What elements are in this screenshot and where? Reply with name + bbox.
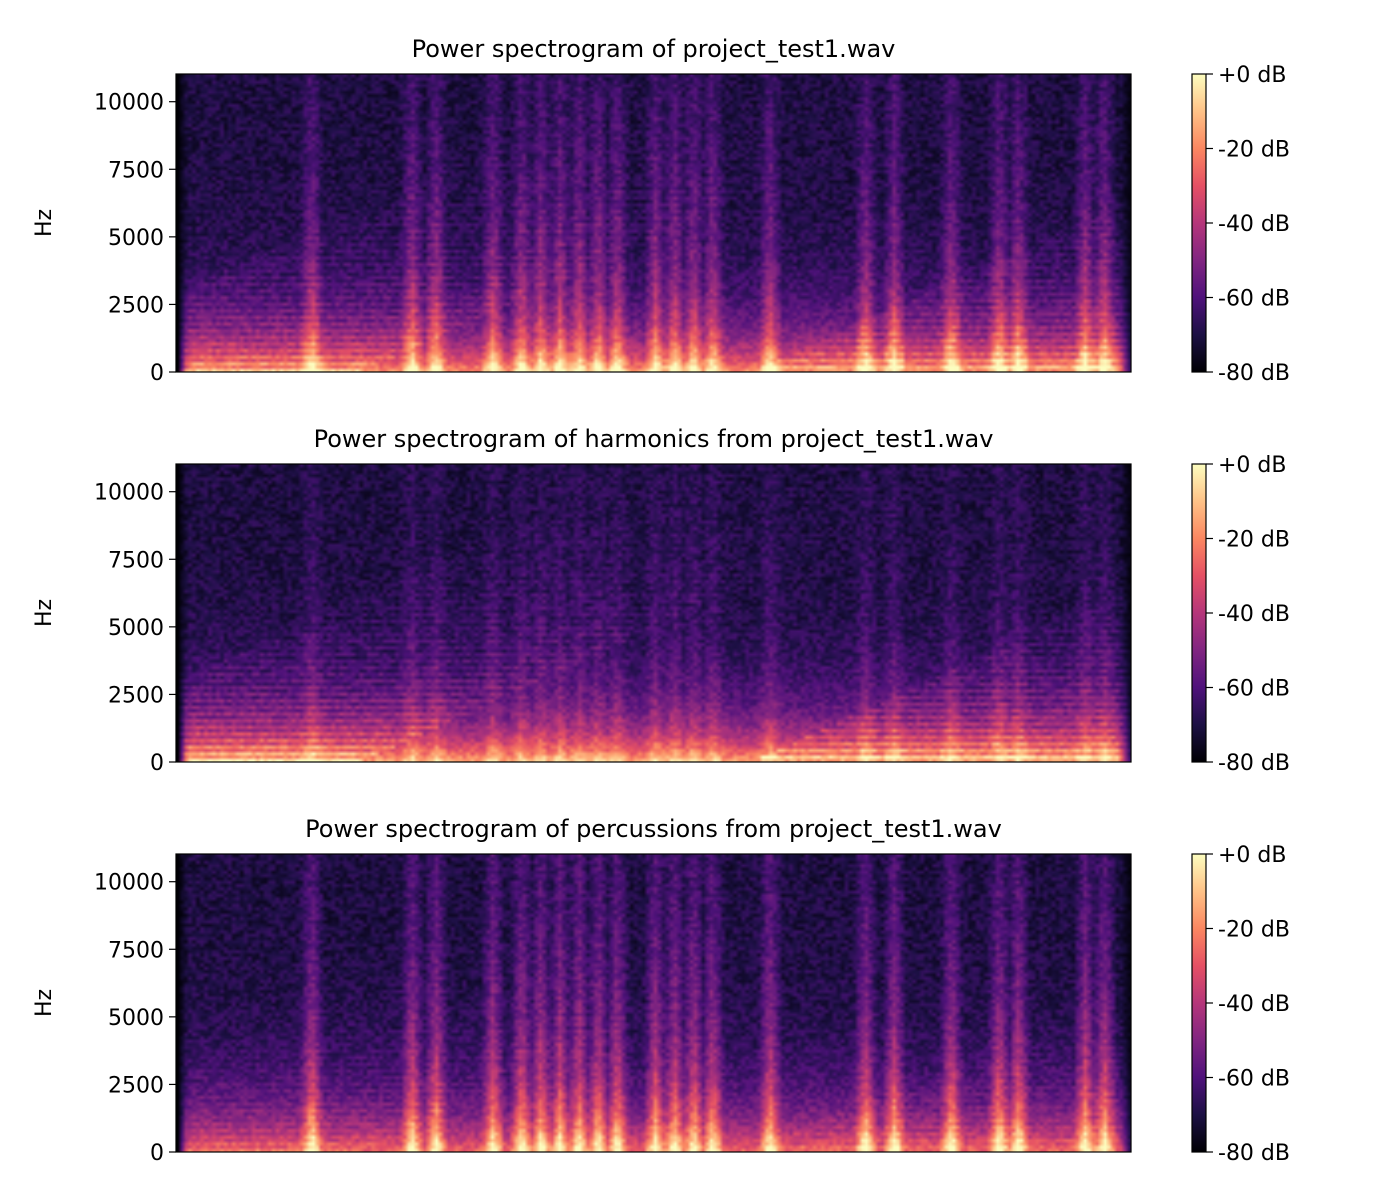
y-tick-label: 10000 [94,91,164,116]
spectrogram-panel-2: Power spectrogram of harmonics from proj… [32,425,1290,776]
spectrogram-heatmap [176,74,1131,372]
y-tick-label: 7500 [108,158,164,183]
chart-title: Power spectrogram of project_test1.wav [412,35,896,63]
y-tick-label: 2500 [108,293,164,318]
colorbar-tick-label: -20 dB [1218,918,1290,943]
colorbar [1191,73,1207,373]
colorbar-tick-label: -80 dB [1218,361,1290,386]
axes-frame [175,463,1132,763]
y-tick-label: 5000 [108,1006,164,1031]
y-tick-label: 5000 [108,226,164,251]
colorbar-tick-label: -20 dB [1218,138,1290,163]
colorbar-tick-label: +0 dB [1218,453,1286,478]
y-tick-label: 0 [150,1141,164,1166]
colorbar-tick-label: -40 dB [1218,212,1290,237]
colorbar-tick-label: -80 dB [1218,1141,1290,1166]
colorbar-tick-label: -80 dB [1218,751,1290,776]
chart-title: Power spectrogram of percussions from pr… [305,815,1002,843]
colorbar-tick-label: -60 dB [1218,287,1290,312]
axes-frame [175,73,1132,373]
chart-title: Power spectrogram of harmonics from proj… [314,425,994,453]
colorbar-tick-label: +0 dB [1218,63,1286,88]
y-tick-label: 2500 [108,1073,164,1098]
y-tick-label: 2500 [108,683,164,708]
colorbar-tick-label: -60 dB [1218,1067,1290,1092]
y-tick-label: 7500 [108,548,164,573]
y-axis-label: Hz [32,599,57,627]
y-tick-label: 0 [150,361,164,386]
y-tick-label: 10000 [94,481,164,506]
y-axis-label: Hz [32,209,57,237]
y-axis-label: Hz [32,989,57,1017]
spectrogram-panel-1: Power spectrogram of project_test1.wav 0 2… [32,35,1290,386]
spectrogram-heatmap [176,854,1131,1152]
y-tick-label: 5000 [108,616,164,641]
colorbar-tick-label: -20 dB [1218,528,1290,553]
y-tick-label: 0 [150,751,164,776]
y-tick-label: 7500 [108,938,164,963]
spectrogram-panel-3: Power spectrogram of percussions from pr… [32,815,1290,1166]
colorbar-tick-label: -40 dB [1218,992,1290,1017]
axes-frame [175,853,1132,1153]
colorbar-tick-label: -40 dB [1218,602,1290,627]
colorbar-tick-label: +0 dB [1218,843,1286,868]
spectrogram-heatmap [176,464,1131,762]
colorbar-tick-label: -60 dB [1218,677,1290,702]
y-tick-label: 10000 [94,871,164,896]
colorbar [1191,463,1207,763]
colorbar [1191,853,1207,1153]
